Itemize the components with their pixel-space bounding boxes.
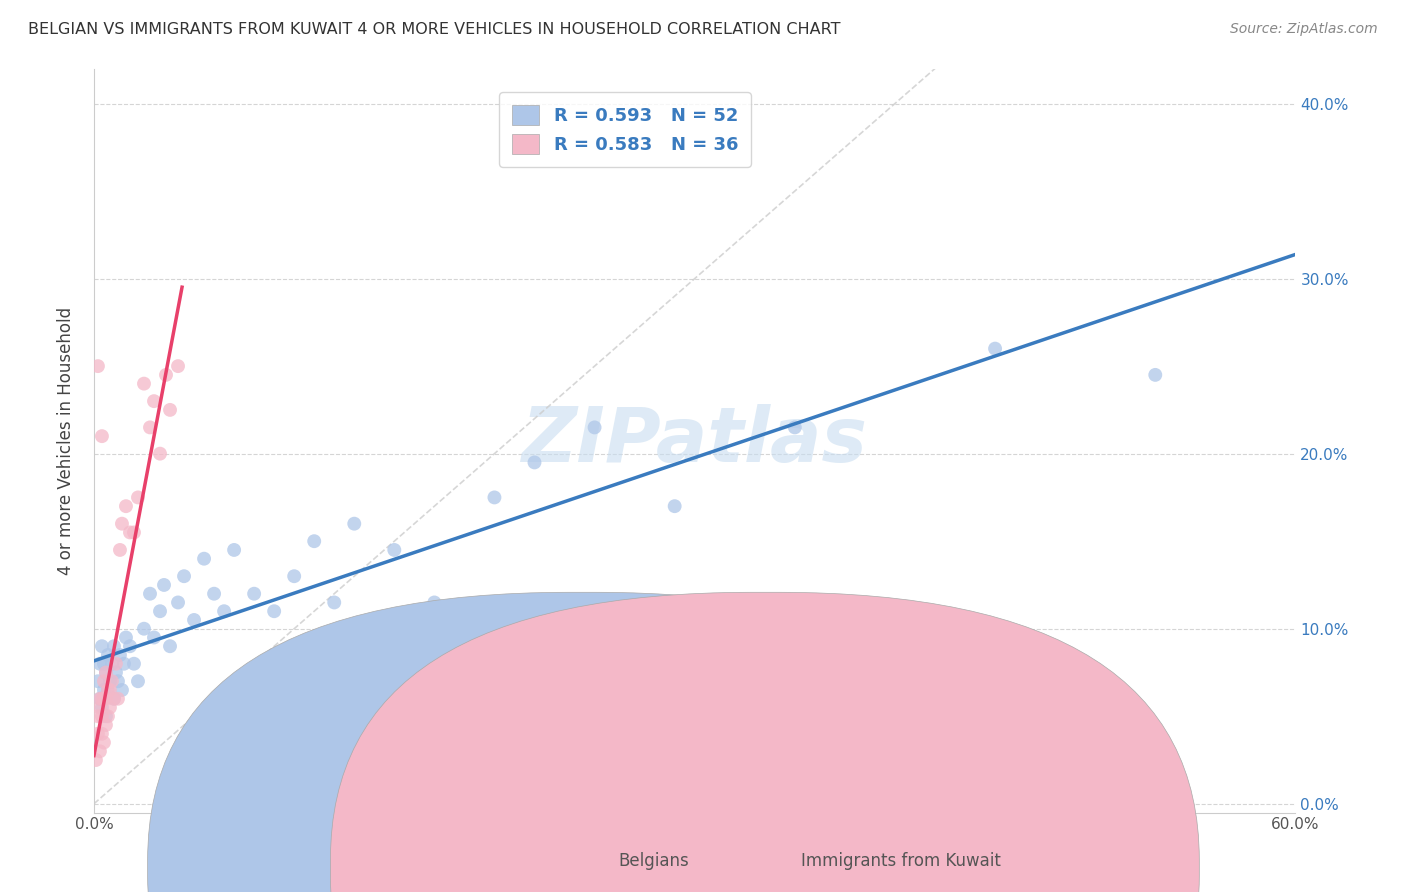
Point <box>94 691 117 706</box>
Point <box>159 639 181 653</box>
Point <box>89 744 111 758</box>
Point <box>115 631 138 645</box>
Point <box>98 683 121 698</box>
Point <box>173 569 195 583</box>
Point <box>84 753 107 767</box>
Point <box>97 709 120 723</box>
Point <box>523 455 546 469</box>
Point <box>89 691 111 706</box>
Point <box>167 595 190 609</box>
Point <box>122 657 145 671</box>
Point <box>103 691 125 706</box>
Point <box>122 525 145 540</box>
Point <box>104 657 127 671</box>
Point <box>1144 368 1167 382</box>
Point <box>132 376 155 391</box>
Point <box>149 447 172 461</box>
Point <box>89 700 111 714</box>
Point <box>98 700 121 714</box>
Point <box>143 394 166 409</box>
Point <box>103 691 125 706</box>
Point <box>89 657 111 671</box>
Point <box>382 543 405 558</box>
Point <box>93 735 115 749</box>
Point <box>664 499 686 513</box>
Point <box>101 674 124 689</box>
Point <box>155 368 177 382</box>
Point <box>783 420 806 434</box>
Point <box>167 359 190 373</box>
Point <box>87 359 110 373</box>
Point <box>97 683 120 698</box>
Point <box>91 709 114 723</box>
Point <box>143 631 166 645</box>
Point <box>302 534 325 549</box>
Point <box>283 569 305 583</box>
Point <box>87 674 110 689</box>
Point <box>484 491 506 505</box>
Point <box>107 691 129 706</box>
Point <box>87 709 110 723</box>
Point <box>323 595 346 609</box>
Point <box>115 499 138 513</box>
Point <box>108 543 131 558</box>
Point <box>93 657 115 671</box>
Point <box>224 543 246 558</box>
Point <box>263 604 285 618</box>
Point <box>94 665 117 680</box>
Point <box>583 420 606 434</box>
Point <box>91 639 114 653</box>
Point <box>111 683 134 698</box>
Text: Source: ZipAtlas.com: Source: ZipAtlas.com <box>1230 22 1378 37</box>
Point <box>91 727 114 741</box>
Point <box>97 648 120 662</box>
Text: BELGIAN VS IMMIGRANTS FROM KUWAIT 4 OR MORE VEHICLES IN HOUSEHOLD CORRELATION CH: BELGIAN VS IMMIGRANTS FROM KUWAIT 4 OR M… <box>28 22 841 37</box>
Point <box>984 342 1007 356</box>
Point <box>132 622 155 636</box>
Point <box>91 691 114 706</box>
Point <box>104 665 127 680</box>
Point <box>193 551 215 566</box>
Point <box>108 648 131 662</box>
Point <box>98 674 121 689</box>
Point <box>423 595 446 609</box>
Point <box>139 587 162 601</box>
Point <box>93 683 115 698</box>
Point <box>149 604 172 618</box>
Point <box>343 516 366 531</box>
Point <box>159 403 181 417</box>
Point <box>183 613 205 627</box>
Point <box>97 683 120 698</box>
Point <box>111 516 134 531</box>
Point <box>139 420 162 434</box>
Point <box>87 727 110 741</box>
Text: Immigrants from Kuwait: Immigrants from Kuwait <box>801 852 1001 870</box>
Point <box>118 639 141 653</box>
Point <box>127 491 149 505</box>
Point <box>202 587 225 601</box>
Point <box>118 525 141 540</box>
Point <box>103 639 125 653</box>
Point <box>243 587 266 601</box>
Point <box>153 578 176 592</box>
Y-axis label: 4 or more Vehicles in Household: 4 or more Vehicles in Household <box>58 307 75 574</box>
Legend: R = 0.593   N = 52, R = 0.583   N = 36: R = 0.593 N = 52, R = 0.583 N = 36 <box>499 93 751 167</box>
Point <box>94 665 117 680</box>
Point <box>94 718 117 732</box>
Point <box>93 691 115 706</box>
Text: ZIPatlas: ZIPatlas <box>522 403 868 477</box>
Point <box>94 709 117 723</box>
Point <box>93 674 115 689</box>
Point <box>91 700 114 714</box>
Point <box>89 691 111 706</box>
Point <box>212 604 235 618</box>
Point <box>112 657 135 671</box>
Point <box>91 429 114 443</box>
Point <box>127 674 149 689</box>
Point <box>107 674 129 689</box>
Text: Belgians: Belgians <box>619 852 689 870</box>
Point <box>101 657 124 671</box>
